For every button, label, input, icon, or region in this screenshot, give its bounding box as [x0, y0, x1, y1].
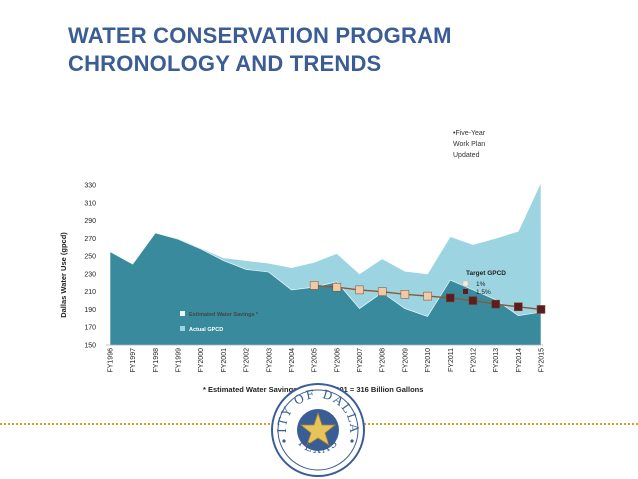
- x-tick-label: FY2004: [289, 348, 296, 373]
- svg-text:TEXAS: TEXAS: [295, 435, 341, 456]
- y-tick-label: 190: [84, 307, 96, 314]
- x-tick-label: FY2003: [266, 348, 273, 373]
- note-line-3: Updated: [453, 152, 480, 159]
- title-line-1: WATER CONSERVATION PROGRAM: [68, 23, 452, 48]
- target-point-marker: [355, 285, 364, 295]
- x-tick-label: FY2002: [244, 348, 251, 373]
- work-plan-note: •Five-Year Work Plan Updated: [453, 128, 523, 161]
- x-tick-label: FY2009: [402, 348, 409, 373]
- seal-bottom-text: TEXAS: [295, 435, 339, 456]
- legend-label-actual: Actual GPCD: [189, 327, 223, 333]
- x-tick-label: FY2005: [312, 348, 319, 373]
- seal-dot-right: [350, 439, 354, 443]
- target-point-marker: [423, 291, 432, 301]
- x-tick-label: FY1998: [153, 348, 160, 373]
- slide-title: WATER CONSERVATION PROGRAM CHRONOLOGY AN…: [68, 22, 452, 78]
- title-line-2: CHRONOLOGY AND TRENDS: [68, 51, 382, 76]
- legend-swatch-actual: [180, 326, 185, 331]
- y-tick-label: 170: [84, 325, 96, 332]
- seal-inner-ring: [277, 389, 359, 471]
- target-point-marker: [491, 299, 500, 309]
- target-point-marker: [377, 287, 387, 296]
- target-point-marker: [332, 282, 342, 292]
- x-tick-label: FY1999: [176, 348, 183, 373]
- x-tick-label: FY2014: [516, 348, 523, 373]
- y-axis-label: Dallas Water Use (gpcd): [59, 232, 68, 318]
- x-tick-label: FY2011: [448, 348, 455, 372]
- x-tick-label: FY2012: [470, 348, 477, 373]
- city-of-dallas-seal: CITY OF DALLAS TEXAS: [268, 381, 365, 477]
- x-tick-label: FY2001: [221, 348, 228, 373]
- y-tick-label: 230: [84, 271, 96, 278]
- x-tick-label: FY2006: [334, 348, 341, 373]
- target-point-marker: [514, 302, 523, 312]
- x-tick-label: FY2000: [198, 348, 205, 373]
- target-legend-label-1-5pct: 1.5%: [476, 289, 491, 296]
- y-tick-label: 290: [84, 218, 96, 225]
- y-tick-label: 310: [84, 200, 96, 207]
- x-tick-label: FY1997: [130, 348, 137, 373]
- note-line-2: Work Plan: [453, 141, 486, 148]
- y-tick-label: 250: [84, 254, 96, 261]
- target-legend-title: Target GPCD: [466, 270, 506, 277]
- x-tick-label: FY2007: [357, 348, 364, 373]
- target-point-marker: [446, 293, 455, 303]
- target-legend-swatch-1-5pct: [463, 289, 468, 294]
- target-point-marker: [468, 296, 478, 305]
- target-point-marker: [400, 290, 410, 299]
- star-icon: [299, 411, 337, 446]
- target-legend-swatch-1pct: [462, 280, 469, 287]
- x-tick-label: FY2013: [493, 348, 500, 373]
- note-line-1: •Five-Year: [453, 130, 486, 137]
- seal-dot-left: [282, 439, 286, 443]
- target-legend-label-1pct: 1%: [476, 281, 486, 288]
- target-point-marker: [536, 305, 546, 314]
- x-tick-label: FY1996: [108, 348, 115, 373]
- y-tick-label: 270: [84, 236, 96, 243]
- x-tick-label: FY2015: [539, 348, 546, 373]
- target-point-marker: [309, 281, 319, 290]
- y-tick-label: 150: [84, 343, 96, 350]
- legend-label-savings: Estimated Water Savings *: [189, 312, 259, 318]
- y-tick-label: 330: [84, 183, 96, 190]
- x-tick-label: FY2010: [425, 348, 432, 373]
- y-tick-label: 210: [84, 289, 96, 296]
- legend-swatch-savings: [180, 311, 185, 316]
- x-tick-label: FY2008: [380, 348, 387, 373]
